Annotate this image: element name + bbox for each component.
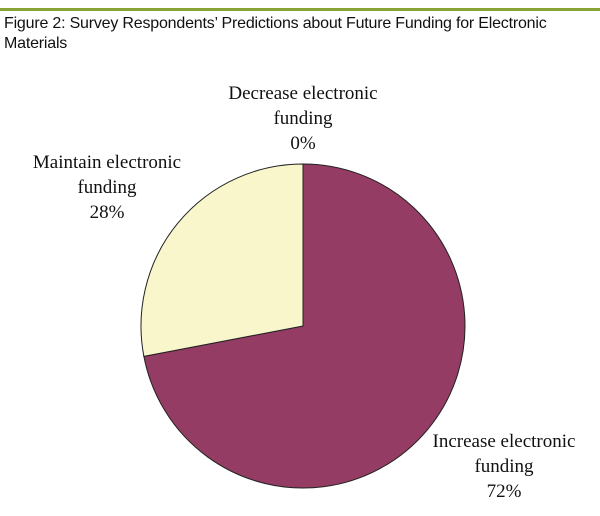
- slice-label-line: 0%: [290, 133, 316, 154]
- slice-label-line: funding: [474, 456, 534, 477]
- slice-label-line: Decrease electronic: [228, 83, 377, 104]
- slice-label-line: funding: [77, 177, 137, 198]
- title-rule: [0, 8, 600, 11]
- slice-label-line: funding: [273, 108, 333, 129]
- pie-slice-increase-electronic: [143, 163, 466, 489]
- slice-label-maintain-electronic: Maintain electronic funding 28%: [33, 152, 181, 223]
- slice-label-decrease-electronic: Decrease electronic funding 0%: [228, 83, 377, 154]
- slice-label-line: Increase electronic: [433, 431, 576, 452]
- slice-label-line: 72%: [487, 481, 522, 502]
- figure-title: Figure 2: Survey Respondents’ Prediction…: [4, 15, 547, 52]
- slice-labels: Decrease electronic funding 0% Increase ele…: [33, 83, 576, 502]
- slice-label-line: Maintain electronic: [33, 152, 181, 173]
- slice-label-increase-electronic: Increase electronic funding 72%: [433, 431, 576, 502]
- pie-slice-maintain-electronic: [140, 163, 304, 357]
- slice-label-line: 28%: [90, 202, 125, 223]
- pie-slices: [140, 163, 466, 489]
